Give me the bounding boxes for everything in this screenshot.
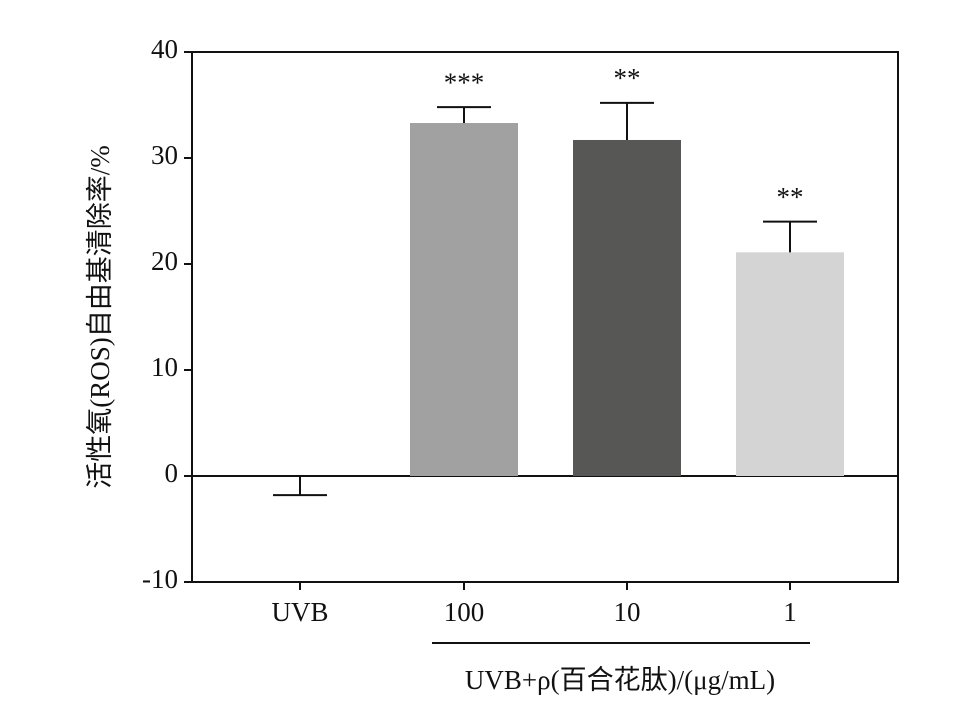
significance-label: **: [614, 63, 641, 93]
error-bar: [437, 106, 491, 124]
y-tick-label: 0: [165, 458, 179, 488]
plot-frame: [191, 51, 899, 583]
y-axis-label: 活性氧(ROS)自由基清除率/%: [85, 145, 115, 489]
x-tick-label: 10: [614, 597, 641, 627]
x-tick-label: UVB: [271, 597, 328, 627]
bar: [573, 139, 681, 477]
error-bar: [600, 101, 654, 140]
x-tick-label: 100: [444, 597, 485, 627]
y-tick-label: 10: [151, 352, 178, 382]
significance-label: ***: [444, 67, 485, 97]
x-tick-label: 1: [783, 597, 797, 627]
x-axis-label: UVB+ρ(百合花肽)/(μg/mL): [465, 665, 775, 695]
bar: [410, 123, 518, 477]
y-tick-label: 20: [151, 246, 178, 276]
bar: [736, 252, 844, 476]
y-tick-label: 40: [151, 34, 178, 64]
error-bar: [273, 476, 327, 497]
y-tick-label: -10: [142, 564, 178, 594]
significance-label: **: [777, 182, 804, 212]
error-bar: [763, 220, 817, 253]
y-tick-label: 30: [151, 140, 178, 170]
